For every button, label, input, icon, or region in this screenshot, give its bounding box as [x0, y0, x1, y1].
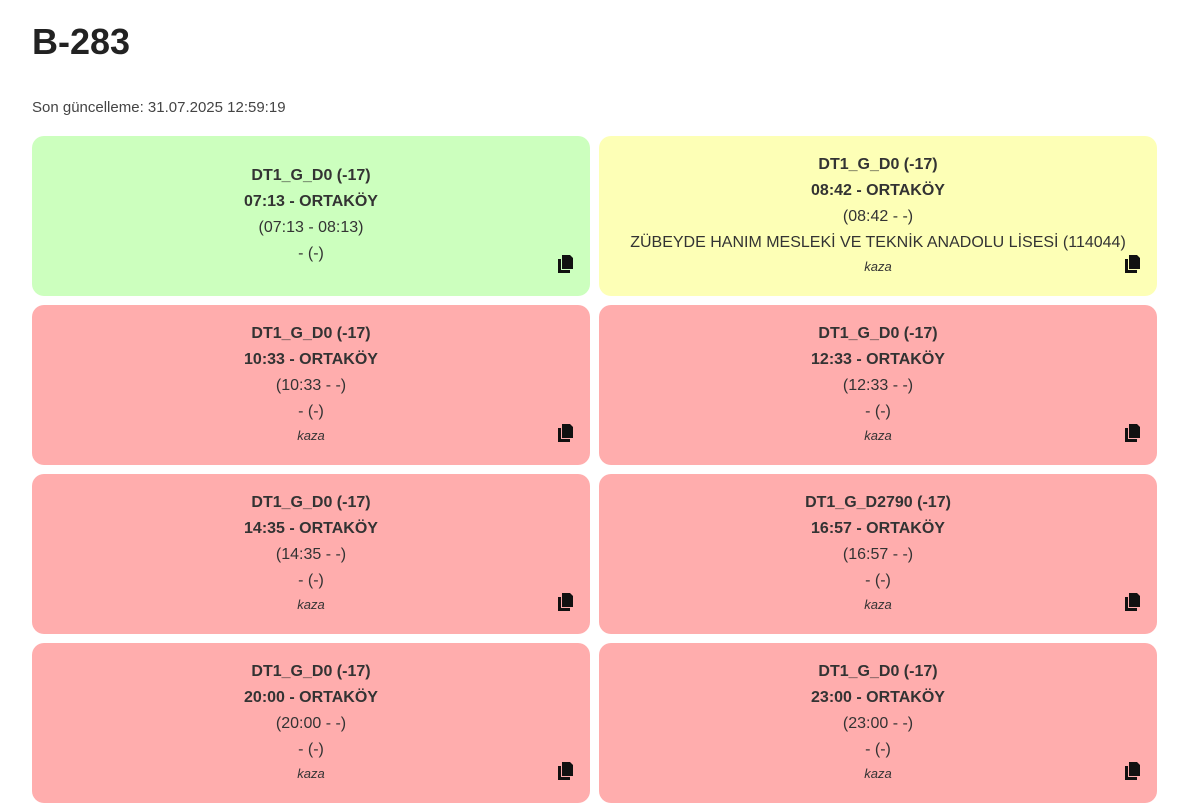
trip-code: DT1_G_D0 (-17): [818, 325, 938, 342]
trip-departure: 12:33 - ORTAKÖY: [811, 351, 945, 368]
copy-icon[interactable]: [1123, 423, 1141, 443]
trip-note: kaza: [297, 597, 325, 612]
trip-info: - (-): [298, 403, 324, 420]
copy-icon[interactable]: [556, 761, 574, 781]
trip-code: DT1_G_D0 (-17): [251, 167, 371, 184]
copy-icon[interactable]: [556, 592, 574, 612]
trip-code: DT1_G_D0 (-17): [251, 325, 371, 342]
trip-note: kaza: [297, 428, 325, 443]
trip-info: - (-): [298, 245, 324, 262]
trip-info: ZÜBEYDE HANIM MESLEKİ VE TEKNİK ANADOLU …: [630, 234, 1126, 251]
trip-time-range: (10:33 - -): [275, 377, 347, 394]
copy-icon[interactable]: [1123, 592, 1141, 612]
trip-departure: 23:00 - ORTAKÖY: [811, 689, 945, 706]
trip-code: DT1_G_D0 (-17): [818, 663, 938, 680]
trip-departure: 20:00 - ORTAKÖY: [244, 689, 378, 706]
trip-info: - (-): [865, 741, 891, 758]
copy-icon[interactable]: [1123, 254, 1141, 274]
trip-card: DT1_G_D0 (-17) 12:33 - ORTAKÖY (12:33 - …: [599, 305, 1157, 465]
trip-note: kaza: [864, 259, 892, 274]
trip-info: - (-): [298, 741, 324, 758]
trip-code: DT1_G_D2790 (-17): [805, 494, 951, 511]
trip-time-range: (07:13 - 08:13): [258, 219, 364, 236]
trip-note: kaza: [864, 428, 892, 443]
trip-card: DT1_G_D2790 (-17) 16:57 - ORTAKÖY (16:57…: [599, 474, 1157, 634]
copy-icon[interactable]: [556, 254, 574, 274]
trip-card: DT1_G_D0 (-17) 20:00 - ORTAKÖY (20:00 - …: [32, 643, 590, 803]
trip-time-range: (23:00 - -): [842, 715, 914, 732]
trip-departure: 10:33 - ORTAKÖY: [244, 351, 378, 368]
trip-note: kaza: [864, 597, 892, 612]
trip-time-range: (08:42 - -): [842, 208, 914, 225]
trip-card: DT1_G_D0 (-17) 07:13 - ORTAKÖY (07:13 - …: [32, 136, 590, 296]
trip-note: kaza: [297, 766, 325, 781]
trip-card-grid: DT1_G_D0 (-17) 07:13 - ORTAKÖY (07:13 - …: [32, 136, 1157, 803]
trip-card: DT1_G_D0 (-17) 08:42 - ORTAKÖY (08:42 - …: [599, 136, 1157, 296]
trip-departure: 07:13 - ORTAKÖY: [244, 193, 378, 210]
page-title: B-283: [32, 21, 131, 62]
trip-info: - (-): [298, 572, 324, 589]
trip-card: DT1_G_D0 (-17) 14:35 - ORTAKÖY (14:35 - …: [32, 474, 590, 634]
last-update-text: Son güncelleme: 31.07.2025 12:59:19: [32, 99, 286, 116]
trip-code: DT1_G_D0 (-17): [818, 156, 938, 173]
trip-departure: 14:35 - ORTAKÖY: [244, 520, 378, 537]
trip-time-range: (20:00 - -): [275, 715, 347, 732]
trip-code: DT1_G_D0 (-17): [251, 494, 371, 511]
trip-departure: 16:57 - ORTAKÖY: [811, 520, 945, 537]
copy-icon[interactable]: [556, 423, 574, 443]
trip-code: DT1_G_D0 (-17): [251, 663, 371, 680]
trip-info: - (-): [865, 572, 891, 589]
copy-icon[interactable]: [1123, 761, 1141, 781]
trip-card: DT1_G_D0 (-17) 23:00 - ORTAKÖY (23:00 - …: [599, 643, 1157, 803]
trip-card: DT1_G_D0 (-17) 10:33 - ORTAKÖY (10:33 - …: [32, 305, 590, 465]
trip-info: - (-): [865, 403, 891, 420]
trip-time-range: (14:35 - -): [275, 546, 347, 563]
trip-departure: 08:42 - ORTAKÖY: [811, 182, 945, 199]
trip-note: kaza: [864, 766, 892, 781]
trip-time-range: (12:33 - -): [842, 377, 914, 394]
trip-time-range: (16:57 - -): [842, 546, 914, 563]
